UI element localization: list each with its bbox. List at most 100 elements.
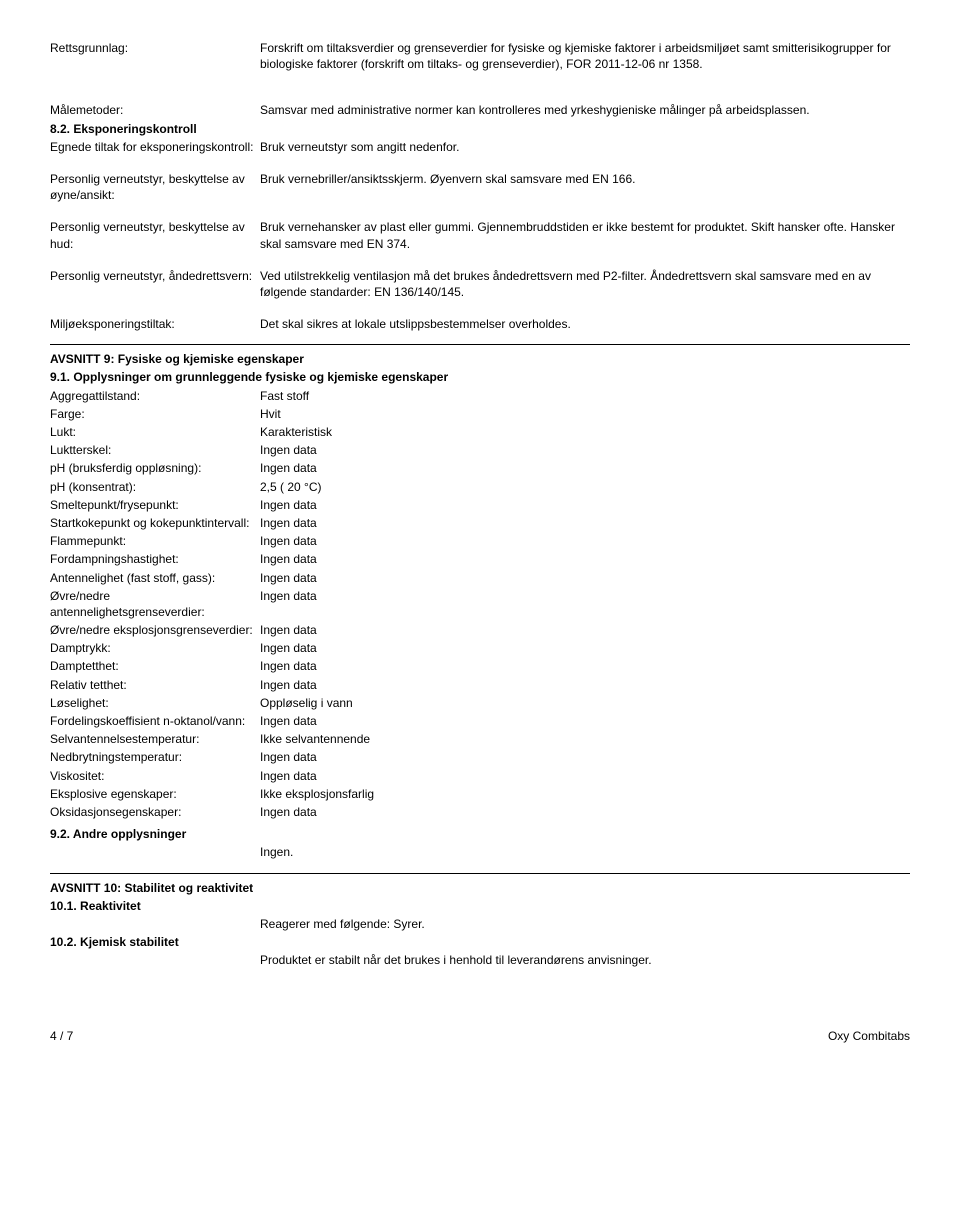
s82-row-value: Det skal sikres at lokale utslippsbestem… — [260, 316, 910, 332]
s9-row-label: Damptrykk: — [50, 640, 260, 656]
s92-value: Ingen. — [260, 844, 910, 860]
s9-row: Startkokepunkt og kokepunktintervall:Ing… — [50, 515, 910, 531]
s9-row-value: Ikke eksplosjonsfarlig — [260, 786, 910, 802]
s9-row-label: Øvre/nedre eksplosjonsgrenseverdier: — [50, 622, 260, 638]
s9-row-label: Løselighet: — [50, 695, 260, 711]
s9-row: Oksidasjonsegenskaper:Ingen data — [50, 804, 910, 820]
s9-row-label: Antennelighet (fast stoff, gass): — [50, 570, 260, 586]
s82-title: 8.2. Eksponeringskontroll — [50, 121, 910, 137]
s9-row-label: Eksplosive egenskaper: — [50, 786, 260, 802]
s9-row: Farge:Hvit — [50, 406, 910, 422]
s92-label — [50, 844, 260, 860]
s9-row: Lukt:Karakteristisk — [50, 424, 910, 440]
page-number: 4 / 7 — [50, 1028, 73, 1044]
s9-row: Damptrykk:Ingen data — [50, 640, 910, 656]
s9-row-label: Oksidasjonsegenskaper: — [50, 804, 260, 820]
s9-row: Relativ tetthet:Ingen data — [50, 677, 910, 693]
s9-title: AVSNITT 9: Fysiske og kjemiske egenskape… — [50, 351, 910, 367]
s9-row: Smeltepunkt/frysepunkt:Ingen data — [50, 497, 910, 513]
s82-row-label: Personlig verneutstyr, åndedrettsvern: — [50, 268, 260, 300]
s82-row: Personlig verneutstyr, beskyttelse av øy… — [50, 171, 910, 203]
s9-row: Fordampningshastighet:Ingen data — [50, 551, 910, 567]
s9-row-value: Oppløselig i vann — [260, 695, 910, 711]
s9-row: Flammepunkt:Ingen data — [50, 533, 910, 549]
s9-row-label: Øvre/nedre antennelighetsgrenseverdier: — [50, 588, 260, 620]
s82-row: Egnede tiltak for eksponeringskontroll: … — [50, 139, 910, 155]
s101-title: 10.1. Reaktivitet — [50, 898, 910, 914]
s9-row-label: Farge: — [50, 406, 260, 422]
s9-row-label: Flammepunkt: — [50, 533, 260, 549]
s101-row: Reagerer med følgende: Syrer. — [50, 916, 910, 932]
s9-row-label: Relativ tetthet: — [50, 677, 260, 693]
s9-row-value: Ingen data — [260, 658, 910, 674]
s10-title: AVSNITT 10: Stabilitet og reaktivitet — [50, 880, 910, 896]
s102-row: Produktet er stabilt når det brukes i he… — [50, 952, 910, 968]
s9-row-value: Karakteristisk — [260, 424, 910, 440]
s82-row-value: Bruk verneutstyr som angitt nedenfor. — [260, 139, 910, 155]
malemetoder-label: Målemetoder: — [50, 102, 260, 118]
divider — [50, 344, 910, 345]
s9-row: Selvantennelsestemperatur:Ikke selvanten… — [50, 731, 910, 747]
s9-row: Antennelighet (fast stoff, gass):Ingen d… — [50, 570, 910, 586]
s9-row-value: Ingen data — [260, 768, 910, 784]
s9-row-value: Ingen data — [260, 677, 910, 693]
s9-row-value: Ingen data — [260, 713, 910, 729]
s101-value: Reagerer med følgende: Syrer. — [260, 916, 910, 932]
s9-row-value: Ingen data — [260, 570, 910, 586]
page-footer: 4 / 7 Oxy Combitabs — [50, 1028, 910, 1044]
product-name: Oxy Combitabs — [828, 1028, 910, 1044]
malemetoder-row: Målemetoder: Samsvar med administrative … — [50, 102, 910, 118]
s9-row-label: Aggregattilstand: — [50, 388, 260, 404]
s9-row-label: Luktterskel: — [50, 442, 260, 458]
s9-row-label: Startkokepunkt og kokepunktintervall: — [50, 515, 260, 531]
s9-row-value: Ingen data — [260, 588, 910, 620]
s82-row: Miljøeksponeringstiltak: Det skal sikres… — [50, 316, 910, 332]
s9-row-value: Hvit — [260, 406, 910, 422]
s9-row-value: Ingen data — [260, 749, 910, 765]
s9-row: pH (konsentrat):2,5 ( 20 °C) — [50, 479, 910, 495]
s82-row: Personlig verneutstyr, beskyttelse av hu… — [50, 219, 910, 251]
s9-row: Eksplosive egenskaper:Ikke eksplosjonsfa… — [50, 786, 910, 802]
s9-row-value: Fast stoff — [260, 388, 910, 404]
s9-row-value: Ingen data — [260, 460, 910, 476]
s9-row: Damptetthet:Ingen data — [50, 658, 910, 674]
s9-row-label: Fordelingskoeffisient n-oktanol/vann: — [50, 713, 260, 729]
s101-label — [50, 916, 260, 932]
malemetoder-value: Samsvar med administrative normer kan ko… — [260, 102, 910, 118]
s9-row-value: Ingen data — [260, 442, 910, 458]
s9-row: Luktterskel:Ingen data — [50, 442, 910, 458]
rettsgrunnlag-value: Forskrift om tiltaksverdier og grensever… — [260, 40, 910, 72]
s102-label — [50, 952, 260, 968]
s9-row: Øvre/nedre antennelighetsgrenseverdier:I… — [50, 588, 910, 620]
s82-row: Personlig verneutstyr, åndedrettsvern: V… — [50, 268, 910, 300]
s82-row-value: Bruk vernebriller/ansiktsskjerm. Øyenver… — [260, 171, 910, 203]
s9-row: Fordelingskoeffisient n-oktanol/vann:Ing… — [50, 713, 910, 729]
s102-title: 10.2. Kjemisk stabilitet — [50, 934, 910, 950]
s9-row-value: Ingen data — [260, 804, 910, 820]
s102-value: Produktet er stabilt når det brukes i he… — [260, 952, 910, 968]
s9-row-label: pH (konsentrat): — [50, 479, 260, 495]
divider — [50, 873, 910, 874]
s92-title: 9.2. Andre opplysninger — [50, 826, 910, 842]
s9-row: Løselighet:Oppløselig i vann — [50, 695, 910, 711]
s9-row-value: Ingen data — [260, 640, 910, 656]
s9-row-label: Selvantennelsestemperatur: — [50, 731, 260, 747]
s9-row-value: Ingen data — [260, 497, 910, 513]
s91-title: 9.1. Opplysninger om grunnleggende fysis… — [50, 369, 910, 385]
s82-row-value: Ved utilstrekkelig ventilasjon må det br… — [260, 268, 910, 300]
s9-row: pH (bruksferdig oppløsning):Ingen data — [50, 460, 910, 476]
s9-row-label: Nedbrytningstemperatur: — [50, 749, 260, 765]
s9-row-label: Damptetthet: — [50, 658, 260, 674]
s9-row: Aggregattilstand:Fast stoff — [50, 388, 910, 404]
s9-row-label: Smeltepunkt/frysepunkt: — [50, 497, 260, 513]
s9-row-value: Ingen data — [260, 551, 910, 567]
rettsgrunnlag-label: Rettsgrunnlag: — [50, 40, 260, 72]
s9-row-value: Ikke selvantennende — [260, 731, 910, 747]
s9-row: Viskositet:Ingen data — [50, 768, 910, 784]
s82-row-value: Bruk vernehansker av plast eller gummi. … — [260, 219, 910, 251]
s9-row-label: Viskositet: — [50, 768, 260, 784]
rettsgrunnlag-row: Rettsgrunnlag: Forskrift om tiltaksverdi… — [50, 40, 910, 72]
s9-row-value: Ingen data — [260, 515, 910, 531]
s82-row-label: Egnede tiltak for eksponeringskontroll: — [50, 139, 260, 155]
s9-row-label: pH (bruksferdig oppløsning): — [50, 460, 260, 476]
